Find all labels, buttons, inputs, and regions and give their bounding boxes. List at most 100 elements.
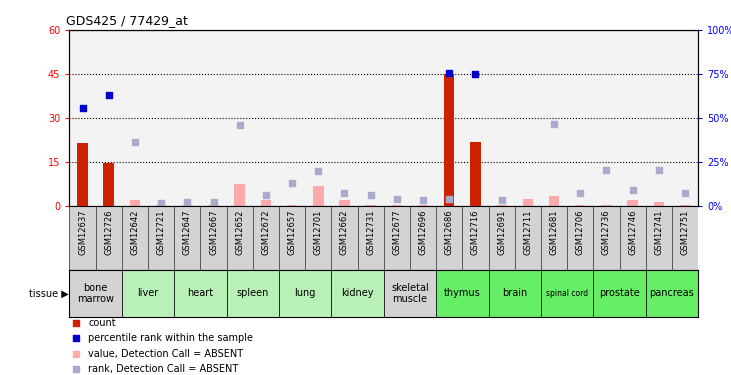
Bar — [444, 74, 455, 206]
Point — [435, 12, 447, 18]
Bar — [182, 205, 192, 206]
Bar — [200, 30, 227, 206]
Point — [365, 192, 376, 198]
Text: prostate: prostate — [599, 288, 640, 298]
Bar — [645, 30, 672, 206]
Text: spinal cord: spinal cord — [546, 289, 588, 298]
Point — [679, 190, 691, 196]
Bar — [148, 30, 174, 206]
Point — [575, 190, 586, 196]
Point — [338, 190, 350, 196]
Text: GSM12706: GSM12706 — [576, 209, 585, 255]
Text: thymus: thymus — [444, 288, 481, 298]
Point — [548, 121, 560, 127]
Text: GSM12647: GSM12647 — [183, 209, 192, 255]
Point — [435, 150, 447, 156]
Text: GSM12716: GSM12716 — [471, 209, 480, 255]
Bar — [620, 30, 645, 206]
Text: GSM12741: GSM12741 — [654, 209, 663, 255]
Text: GDS425 / 77429_at: GDS425 / 77429_at — [67, 15, 188, 27]
Text: liver: liver — [137, 288, 159, 298]
Bar — [104, 163, 114, 206]
Bar — [601, 205, 612, 206]
Bar — [122, 30, 148, 206]
Bar — [129, 200, 140, 206]
Bar — [208, 205, 219, 206]
Point — [626, 187, 638, 193]
Bar — [69, 30, 96, 206]
Point — [435, 288, 447, 294]
Bar — [331, 30, 357, 206]
Bar — [279, 270, 331, 317]
Text: kidney: kidney — [341, 288, 374, 298]
Bar — [523, 199, 533, 206]
Text: GSM12642: GSM12642 — [130, 209, 140, 255]
Point — [77, 105, 88, 111]
Point — [312, 168, 324, 174]
Point — [391, 196, 403, 202]
Text: GSM12751: GSM12751 — [681, 209, 689, 255]
Bar — [392, 205, 402, 206]
Bar — [680, 205, 690, 206]
Bar — [594, 270, 645, 317]
Bar — [436, 30, 462, 206]
Bar — [235, 184, 245, 206]
Point — [234, 123, 246, 129]
Bar — [69, 270, 122, 317]
Text: GSM12672: GSM12672 — [262, 209, 270, 255]
Bar — [227, 30, 253, 206]
Text: GSM12721: GSM12721 — [156, 209, 166, 255]
Point — [601, 166, 613, 172]
Bar — [549, 196, 559, 206]
Bar — [77, 143, 88, 206]
Text: GSM12637: GSM12637 — [78, 209, 87, 255]
Point — [287, 180, 298, 186]
Text: GSM12691: GSM12691 — [497, 209, 506, 255]
Point — [260, 192, 272, 198]
Text: GSM12662: GSM12662 — [340, 209, 349, 255]
Bar — [96, 30, 122, 206]
Text: GSM12731: GSM12731 — [366, 209, 375, 255]
Bar — [122, 270, 174, 317]
Bar — [384, 270, 436, 317]
Bar — [156, 205, 167, 206]
Bar — [541, 30, 567, 206]
Point — [129, 139, 141, 145]
Text: GSM12677: GSM12677 — [393, 209, 401, 255]
Text: GSM12657: GSM12657 — [287, 209, 297, 255]
Bar — [174, 30, 200, 206]
Point — [417, 197, 429, 203]
Bar — [227, 270, 279, 317]
Bar — [410, 30, 436, 206]
Bar — [672, 30, 698, 206]
Bar — [567, 30, 594, 206]
Bar — [287, 205, 298, 206]
Bar — [357, 30, 384, 206]
Text: GSM12701: GSM12701 — [314, 209, 323, 255]
Bar — [384, 30, 410, 206]
Text: GSM12736: GSM12736 — [602, 209, 611, 255]
Bar — [654, 202, 664, 206]
Text: GSM12711: GSM12711 — [523, 209, 532, 255]
Point — [444, 196, 455, 202]
Text: pancreas: pancreas — [650, 288, 694, 298]
Point — [181, 199, 193, 205]
Bar — [594, 30, 619, 206]
Text: percentile rank within the sample: percentile rank within the sample — [88, 333, 254, 344]
Text: heart: heart — [187, 288, 213, 298]
Text: GSM12681: GSM12681 — [550, 209, 558, 255]
Text: GSM12726: GSM12726 — [105, 209, 113, 255]
Point — [496, 197, 507, 203]
Text: rank, Detection Call = ABSENT: rank, Detection Call = ABSENT — [88, 364, 238, 374]
Bar — [575, 205, 586, 206]
Text: GSM12667: GSM12667 — [209, 209, 218, 255]
Text: GSM12652: GSM12652 — [235, 209, 244, 255]
Bar — [645, 270, 698, 317]
Text: count: count — [88, 318, 116, 328]
Text: brain: brain — [502, 288, 527, 298]
Point — [155, 200, 167, 206]
Bar — [496, 205, 507, 206]
Point — [444, 70, 455, 76]
Bar — [515, 30, 541, 206]
Point — [103, 92, 115, 98]
